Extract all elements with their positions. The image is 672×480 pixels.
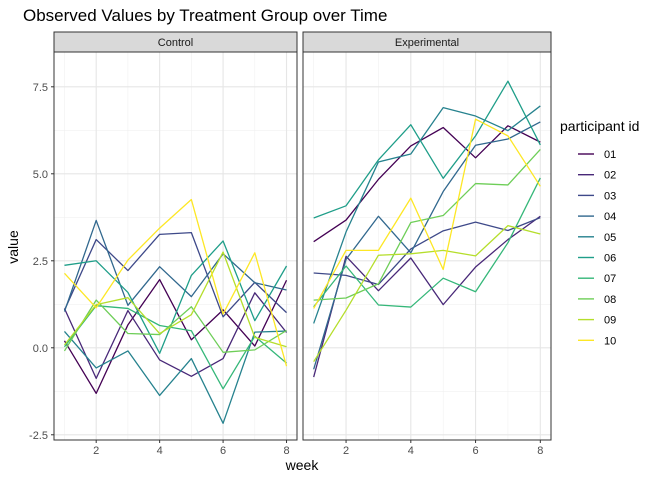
series-line-10 [63,198,288,367]
series-line-10 [313,118,541,309]
series-line-08 [63,299,287,353]
legend-entry-05: 05 [578,232,616,244]
legend-entry-06: 06 [578,253,616,265]
y-tick-label: 7.5 [33,82,48,94]
series-line-05 [313,105,541,324]
legend-entry-07: 07 [578,273,616,285]
legend-title: participant id [560,118,639,134]
x-tick-label: 4 [408,445,414,457]
series-line-03 [63,231,287,318]
facet-panel-experimental: Experimental 2 4 6 8 [302,31,552,457]
x-tick-label: 8 [537,445,543,457]
panel-background [303,52,551,440]
legend-entry-01: 01 [578,149,616,161]
legend-label: 05 [604,232,616,244]
panel-border [53,51,298,441]
facet-strip-label: Experimental [395,37,459,49]
y-tick-label: -2.5 [29,430,48,442]
facet-panels: Control 2 4 6 8 -2.5 0.0 2.5 5.0 7.5 Experimental 2… [29,31,552,457]
x-tick-label: 6 [473,445,479,457]
facet-strip-label: Control [158,37,193,49]
series-line-06 [313,80,541,219]
y-axis-title: value [5,230,21,264]
facet-panel-control: Control 2 4 6 8 -2.5 0.0 2.5 5.0 7.5 [29,31,298,457]
legend-label: 02 [604,170,616,182]
legend-label: 01 [604,149,616,161]
series-line-09 [63,251,287,348]
y-tick-label: 5.0 [33,169,48,181]
legend-entry-09: 09 [578,315,616,327]
series-line-02 [63,292,288,380]
legend-entry-02: 02 [578,170,616,182]
series-line-04 [63,219,287,312]
x-tick-label: 2 [343,445,349,457]
legend-label: 07 [604,273,616,285]
series-line-09 [313,224,541,363]
legend-entry-10: 10 [578,335,616,347]
series-line-05 [63,330,287,424]
chart-title: Observed Values by Treatment Group over … [23,6,387,25]
legend-label: 03 [604,190,616,202]
legend-label: 10 [604,335,616,347]
legend-entry-08: 08 [578,294,616,306]
legend-label: 06 [604,253,616,265]
x-tick-label: 4 [157,445,163,457]
x-tick-label: 6 [220,445,226,457]
series-line-01 [63,278,288,395]
panel-border [302,51,552,441]
series-line-07 [313,177,541,308]
series-line-03 [313,217,541,286]
x-tick-label: 8 [283,445,289,457]
series-line-01 [313,125,541,243]
series-line-02 [313,215,541,378]
x-tick-label: 2 [93,445,99,457]
series-line-04 [313,121,541,370]
series-line-08 [313,148,541,301]
legend-label: 04 [604,211,616,223]
panel-background [54,52,297,440]
legend: participant id 01 02 03 04 05 06 07 08 09 10 [560,118,639,347]
legend-label: 08 [604,294,616,306]
legend-entry-04: 04 [578,211,616,223]
legend-entry-03: 03 [578,190,616,202]
y-tick-label: 2.5 [33,256,48,268]
legend-label: 09 [604,315,616,327]
y-tick-label: 0.0 [33,343,48,355]
series-line-06 [64,240,288,355]
x-axis-title: week [285,457,320,473]
